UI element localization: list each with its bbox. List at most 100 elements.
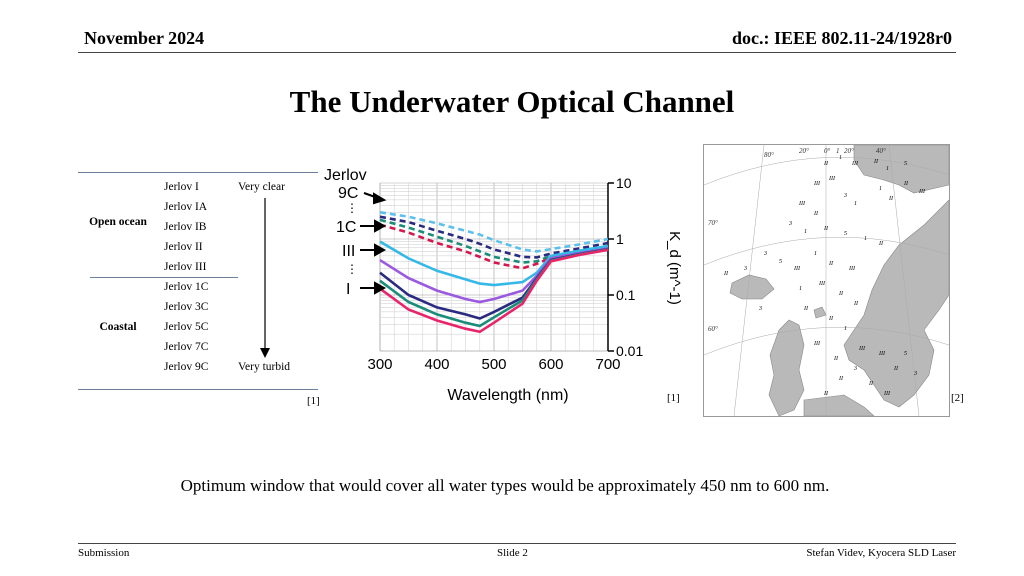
lat-60-label: 60° <box>708 325 718 333</box>
x-tick-labels: 300 400 500 600 700 <box>367 356 620 373</box>
y-tick-label: 0.1 <box>616 287 636 303</box>
map-jerlov-mark: 1 <box>864 236 867 242</box>
annot-arrows <box>360 192 387 295</box>
table-top-rule <box>78 172 318 173</box>
y-axis-label: K_d (m^-1) <box>666 231 683 305</box>
map-jerlov-mark: II <box>838 376 844 382</box>
y-tick-label: 0.01 <box>616 343 643 359</box>
map-jerlov-mark: II <box>888 196 894 202</box>
map-jerlov-mark: III <box>818 281 826 287</box>
map-jerlov-mark: 3 <box>853 366 857 372</box>
map-jerlov-mark: II <box>853 301 859 307</box>
map-jerlov-mark: II <box>878 241 884 247</box>
footer-submission: Submission <box>78 547 130 559</box>
series-line-4 <box>379 240 609 287</box>
kd-chart: Jerlov 9C 1C III I ⋮ ⋮ 300 400 500 600 700 1… <box>324 167 683 404</box>
map-jerlov-mark: II <box>838 291 844 297</box>
footer-author: Stefan Videv, Kyocera SLD Laser <box>806 547 956 559</box>
table-row: Jerlov 1C <box>164 281 209 293</box>
x-tick-label: 500 <box>481 356 506 373</box>
series-line-5 <box>379 247 609 304</box>
map-jerlov-mark: II <box>803 306 809 312</box>
lon-20e-label: 20° <box>844 147 854 155</box>
header-date: November 2024 <box>84 28 205 48</box>
map-jerlov-mark: II <box>823 161 829 167</box>
annot-dots: ⋮ <box>346 262 358 276</box>
group-coastal: Coastal <box>99 321 137 333</box>
map-jerlov-mark: 1 <box>879 186 882 192</box>
map-jerlov-mark: 5 <box>904 161 907 167</box>
map-jerlov-mark: 3 <box>913 371 917 377</box>
map-ref: [2] <box>951 392 964 404</box>
map-jerlov-mark: III <box>858 346 866 352</box>
map-jerlov-mark: II <box>828 316 834 322</box>
chart-series <box>379 211 609 334</box>
map-jerlov-mark: II <box>868 381 874 387</box>
table-row: Jerlov IA <box>164 201 208 213</box>
table-row: Jerlov I <box>164 181 199 193</box>
map-jerlov-mark: II <box>823 226 829 232</box>
jerlov-table: Open ocean Coastal Jerlov I Jerlov IA Je… <box>78 172 318 390</box>
map-jerlov-mark: 5 <box>844 231 847 237</box>
chart-ref: [1] <box>667 392 680 404</box>
lat-70-label: 70° <box>708 219 718 227</box>
map-jerlov-mark: II <box>903 181 909 187</box>
x-tick-label: 700 <box>595 356 620 373</box>
annot-9c: 9C <box>338 185 358 202</box>
map-jerlov-mark: 1 <box>804 229 807 235</box>
map-jerlov-mark: II <box>823 391 829 397</box>
map-jerlov-mark: II <box>873 159 879 165</box>
europe-landmass <box>803 394 875 416</box>
table-row: Jerlov 7C <box>164 341 209 353</box>
y-tick-labels: 10 1 0.1 0.01 <box>616 175 643 359</box>
table-row: Jerlov 5C <box>164 321 209 333</box>
map-jerlov-mark: 1 <box>814 251 817 257</box>
annot-iii: III <box>342 243 355 260</box>
footer-divider <box>78 543 956 544</box>
map-jerlov-mark: 1 <box>844 326 847 332</box>
map-jerlov-mark: III <box>878 351 886 357</box>
y-tick-label: 10 <box>616 175 632 191</box>
table-ref: [1] <box>307 395 320 407</box>
legend-title: Jerlov <box>324 167 367 184</box>
series-line-8 <box>379 248 609 334</box>
map-jerlov-mark: 1 <box>839 155 842 161</box>
map-jerlov-mark: II <box>833 356 839 362</box>
table-row: Jerlov II <box>164 241 203 253</box>
map-jerlov-mark: III <box>793 266 801 272</box>
y-tick-label: 1 <box>616 231 624 247</box>
map-jerlov-mark: 3 <box>743 266 747 272</box>
lon-0-label: 0° <box>824 147 831 155</box>
annot-i: I <box>346 281 350 298</box>
map-jerlov-mark: 3 <box>788 221 792 227</box>
map-jerlov-mark: 1 <box>886 166 889 172</box>
map-jerlov-mark: 3 <box>843 193 847 199</box>
lat-80-label: 80° <box>764 151 774 159</box>
iceland-landmass <box>729 274 775 300</box>
map-jerlov-mark: III <box>883 391 891 397</box>
map-jerlov-mark: II <box>893 366 899 372</box>
map-jerlov-mark: II <box>813 211 819 217</box>
table-bottom-rule <box>78 389 318 390</box>
map-jerlov-mark: III <box>851 161 859 167</box>
slide-title: The Underwater Optical Channel <box>289 84 735 119</box>
lon-40e-label: 40° <box>876 147 886 155</box>
table-group-rule <box>90 277 238 278</box>
map-jerlov-mark: III <box>828 176 836 182</box>
table-row: Jerlov III <box>164 261 207 273</box>
x-tick-label: 400 <box>424 356 449 373</box>
x-axis-label: Wavelength (nm) <box>447 387 568 404</box>
map-jerlov-mark: III <box>798 201 806 207</box>
turbidity-arrow <box>260 198 270 358</box>
very-turbid-label: Very turbid <box>238 361 291 373</box>
map-jerlov-mark: 3 <box>758 306 762 312</box>
map-jerlov-mark: III <box>813 181 821 187</box>
footer-slide-number: Slide 2 <box>497 547 528 559</box>
table-row: Jerlov 9C <box>164 361 209 373</box>
x-tick-label: 300 <box>367 356 392 373</box>
map-jerlov-mark: 1 <box>799 286 802 292</box>
slide-caption: Optimum window that would cover all wate… <box>180 476 830 495</box>
map-jerlov-mark: II <box>723 271 729 277</box>
map-jerlov-mark: III <box>813 341 821 347</box>
